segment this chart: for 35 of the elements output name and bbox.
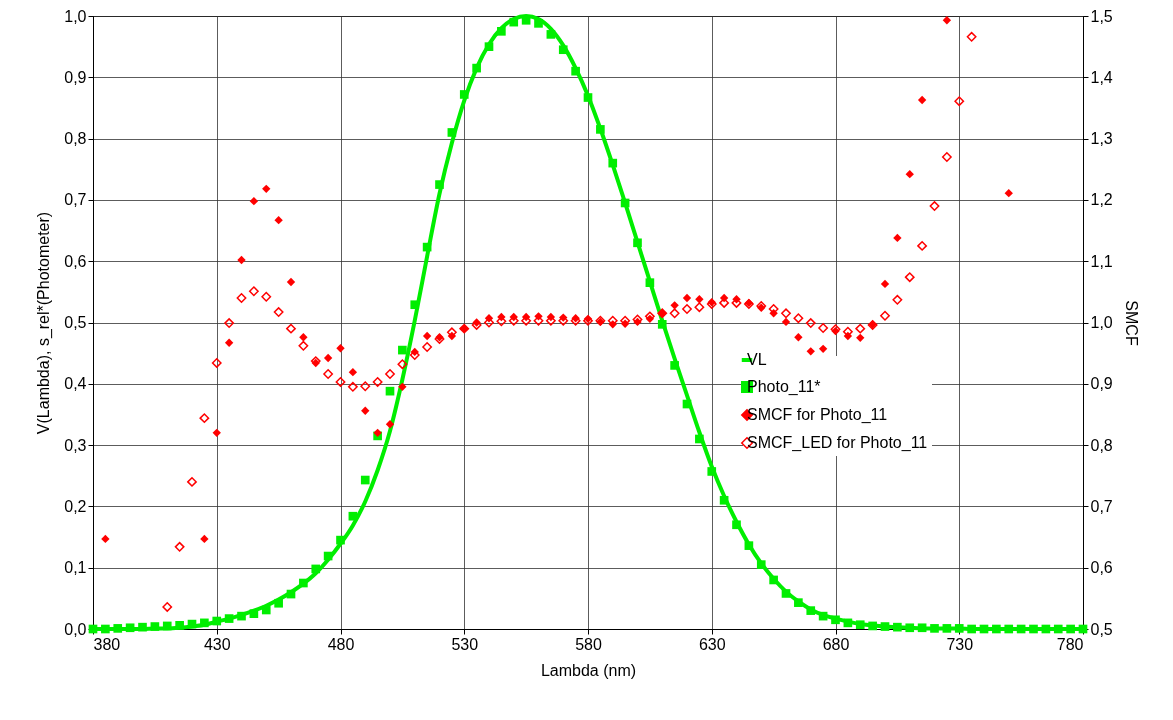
- x-tick-label: 630: [698, 635, 726, 653]
- y-tick-label: 0,3: [64, 436, 87, 454]
- x-tick-label: 580: [575, 635, 602, 653]
- legend-label: VL: [747, 351, 767, 368]
- y-axis-title: V(Lambda), s_rel*(Photometer): [35, 211, 54, 435]
- y-tick-label: 0,1: [64, 559, 87, 577]
- y2-axis-title: SMCF: [1122, 300, 1140, 346]
- y2-tick-label: 1,3: [1090, 130, 1113, 148]
- y2-tick-label: 1,1: [1090, 252, 1113, 270]
- y-tick-label: 0,0: [64, 620, 87, 638]
- x-tick-label: 430: [203, 635, 231, 653]
- y2-tick-label: 0,6: [1090, 559, 1113, 577]
- y2-tick-label: 1,5: [1090, 7, 1113, 25]
- y-tick-label: 0,4: [64, 375, 87, 393]
- y-tick-label: 1,0: [64, 7, 87, 25]
- x-tick-label: 780: [1056, 635, 1084, 653]
- y-tick-label: 0,8: [64, 130, 87, 148]
- x-tick-label: 530: [451, 635, 479, 653]
- y2-tick-label: 1,4: [1090, 68, 1113, 86]
- y2-tick-label: 0,9: [1090, 375, 1113, 393]
- y-tick-label: 0,5: [64, 314, 87, 331]
- x-tick-label: 380: [93, 635, 121, 653]
- x-tick-label: 730: [946, 635, 974, 653]
- y-tick-label: 0,7: [64, 191, 87, 209]
- y2-tick-label: 1,0: [1090, 314, 1113, 331]
- y2-tick-label: 1,2: [1090, 191, 1113, 209]
- x-tick-label: 480: [327, 635, 355, 653]
- y2-tick-label: 0,8: [1090, 436, 1113, 454]
- y2-tick-label: 0,5: [1090, 620, 1113, 638]
- y2-tick-label: 0,7: [1090, 497, 1113, 515]
- x-tick-label: 680: [822, 635, 850, 653]
- y-tick-label: 0,9: [64, 68, 87, 86]
- x-axis-title: Lambda (nm): [540, 661, 637, 679]
- y-tick-label: 0,6: [64, 252, 87, 270]
- y-tick-label: 0,2: [64, 497, 87, 515]
